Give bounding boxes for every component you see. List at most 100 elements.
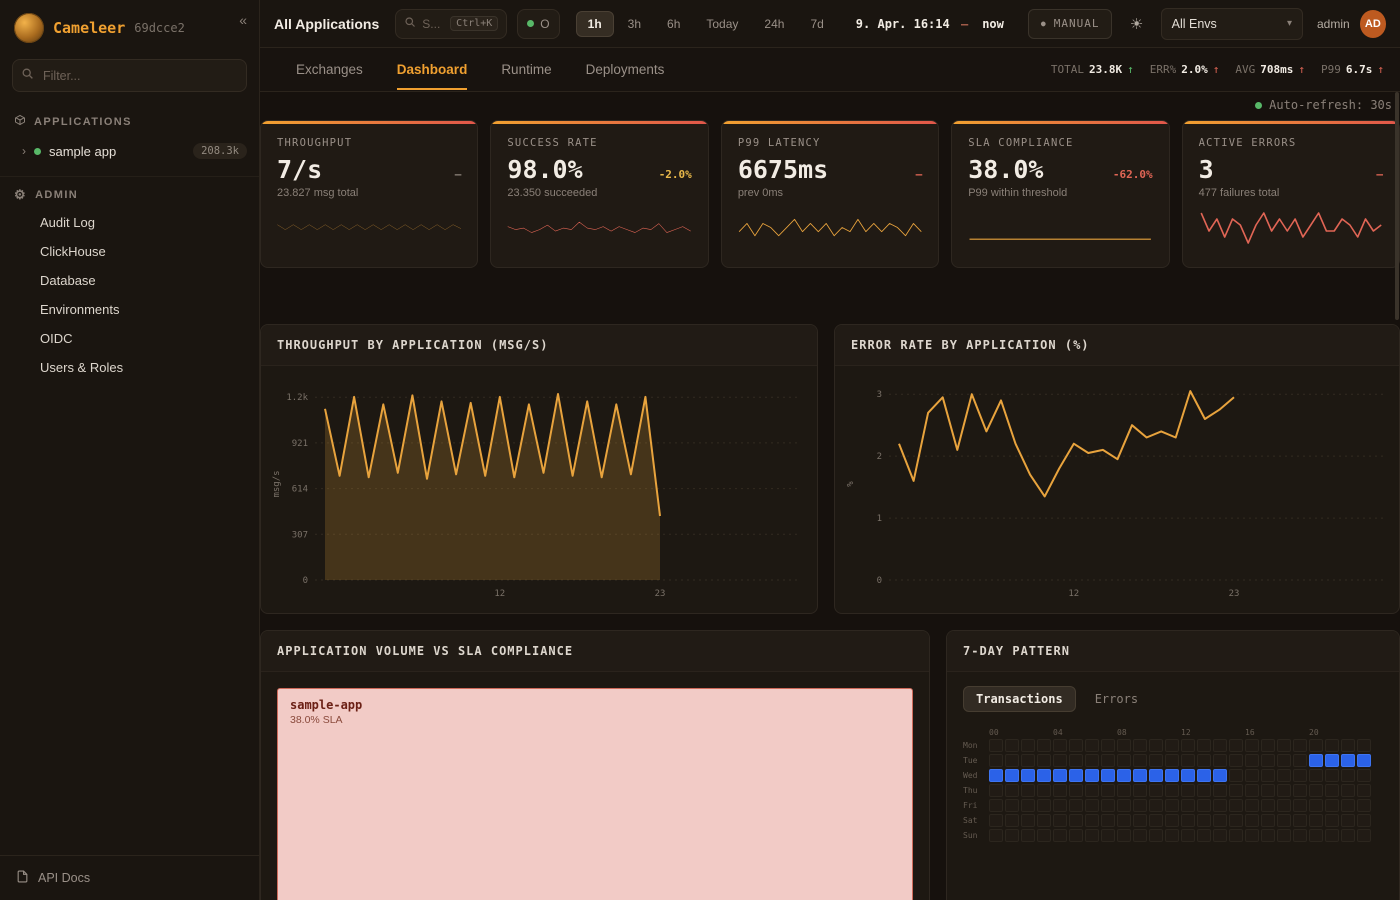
heatmap-cell[interactable] bbox=[1293, 769, 1307, 782]
heatmap-cell[interactable] bbox=[1165, 814, 1179, 827]
heatmap-cell[interactable] bbox=[1357, 754, 1371, 767]
heatmap-cell[interactable] bbox=[1357, 814, 1371, 827]
heatmap-cell[interactable] bbox=[1085, 784, 1099, 797]
heatmap-cell[interactable] bbox=[1021, 739, 1035, 752]
range-button-3h[interactable]: 3h bbox=[616, 11, 653, 37]
heatmap-cell[interactable] bbox=[1149, 799, 1163, 812]
range-button-today[interactable]: Today bbox=[694, 11, 750, 37]
heatmap-cell[interactable] bbox=[1117, 799, 1131, 812]
heatmap-cell[interactable] bbox=[1181, 814, 1195, 827]
heatmap-cell[interactable] bbox=[1005, 814, 1019, 827]
heatmap-cell[interactable] bbox=[1277, 754, 1291, 767]
heatmap-cell[interactable] bbox=[1069, 829, 1083, 842]
heatmap-cell[interactable] bbox=[1005, 769, 1019, 782]
environment-select[interactable]: All Envs ▾ bbox=[1160, 7, 1303, 40]
treemap-tile-sample-app[interactable]: sample-app 38.0% SLA bbox=[277, 688, 913, 900]
heatmap-cell[interactable] bbox=[1133, 829, 1147, 842]
refresh-mode-button[interactable]: ● MANUAL bbox=[1027, 8, 1113, 39]
heatmap-cell[interactable] bbox=[1325, 814, 1339, 827]
heatmap-cell[interactable] bbox=[1341, 754, 1355, 767]
heatmap-cell[interactable] bbox=[1149, 754, 1163, 767]
heatmap-cell[interactable] bbox=[1325, 769, 1339, 782]
heatmap-cell[interactable] bbox=[1245, 799, 1259, 812]
heatmap-cell[interactable] bbox=[1165, 799, 1179, 812]
heatmap-cell[interactable] bbox=[1261, 754, 1275, 767]
heatmap-cell[interactable] bbox=[1165, 784, 1179, 797]
heatmap-cell[interactable] bbox=[1053, 799, 1067, 812]
heatmap-cell[interactable] bbox=[1133, 799, 1147, 812]
status-chip[interactable]: O bbox=[517, 8, 560, 39]
heatmap-cell[interactable] bbox=[1293, 814, 1307, 827]
heatmap-cell[interactable] bbox=[1245, 814, 1259, 827]
heatmap-cell[interactable] bbox=[1309, 784, 1323, 797]
range-button-1h[interactable]: 1h bbox=[575, 10, 614, 37]
sidebar-item-users-roles[interactable]: Users & Roles bbox=[40, 360, 124, 375]
heatmap-cell[interactable] bbox=[1165, 739, 1179, 752]
heatmap-cell[interactable] bbox=[1181, 829, 1195, 842]
heatmap-cell[interactable] bbox=[1053, 739, 1067, 752]
heatmap-cell[interactable] bbox=[1053, 784, 1067, 797]
heatmap-cell[interactable] bbox=[1149, 784, 1163, 797]
heatmap-cell[interactable] bbox=[1325, 829, 1339, 842]
avatar[interactable]: AD bbox=[1359, 9, 1386, 38]
heatmap-cell[interactable] bbox=[1101, 829, 1115, 842]
heatmap-cell[interactable] bbox=[989, 814, 1003, 827]
heatmap-cell[interactable] bbox=[1037, 814, 1051, 827]
heatmap-cell[interactable] bbox=[1037, 799, 1051, 812]
sidebar-item-database[interactable]: Database bbox=[40, 273, 96, 288]
heatmap-cell[interactable] bbox=[1181, 754, 1195, 767]
heatmap-cell[interactable] bbox=[989, 799, 1003, 812]
heatmap-cell[interactable] bbox=[1117, 784, 1131, 797]
range-button-6h[interactable]: 6h bbox=[655, 11, 692, 37]
heatmap-cell[interactable] bbox=[1325, 784, 1339, 797]
heatmap-cell[interactable] bbox=[1021, 784, 1035, 797]
heatmap-cell[interactable] bbox=[1309, 739, 1323, 752]
sidebar-item-clickhouse[interactable]: ClickHouse bbox=[40, 244, 106, 259]
heatmap-cell[interactable] bbox=[1213, 799, 1227, 812]
heatmap-cell[interactable] bbox=[1085, 814, 1099, 827]
heatmap-cell[interactable] bbox=[1101, 784, 1115, 797]
heatmap-cell[interactable] bbox=[1229, 814, 1243, 827]
heatmap-cell[interactable] bbox=[1117, 814, 1131, 827]
heatmap-cell[interactable] bbox=[1133, 784, 1147, 797]
datetime-display[interactable]: 9. Apr. 16:14 — bbox=[856, 17, 972, 31]
theme-toggle-button[interactable]: ☀ bbox=[1122, 9, 1150, 39]
range-button-24h[interactable]: 24h bbox=[752, 11, 796, 37]
heatmap-cell[interactable] bbox=[1069, 754, 1083, 767]
heatmap-cell[interactable] bbox=[1341, 769, 1355, 782]
heatmap-cell[interactable] bbox=[1005, 829, 1019, 842]
heatmap-cell[interactable] bbox=[1037, 739, 1051, 752]
heatmap-cell[interactable] bbox=[1277, 784, 1291, 797]
heatmap-cell[interactable] bbox=[1229, 799, 1243, 812]
tab-dashboard[interactable]: Dashboard bbox=[396, 49, 468, 90]
heatmap-cell[interactable] bbox=[1005, 754, 1019, 767]
scrollbar[interactable] bbox=[1395, 92, 1399, 320]
heatmap-cell[interactable] bbox=[1197, 799, 1211, 812]
sidebar-item-audit-log[interactable]: Audit Log bbox=[40, 215, 95, 230]
heatmap-cell[interactable] bbox=[1341, 814, 1355, 827]
heatmap-cell[interactable] bbox=[1085, 739, 1099, 752]
heatmap-cell[interactable] bbox=[1245, 754, 1259, 767]
heatmap-cell[interactable] bbox=[1357, 769, 1371, 782]
heatmap-cell[interactable] bbox=[1117, 754, 1131, 767]
heatmap-cell[interactable] bbox=[1341, 784, 1355, 797]
sidebar-collapse-icon[interactable]: « bbox=[239, 12, 247, 28]
heatmap-cell[interactable] bbox=[1069, 739, 1083, 752]
heatmap-cell[interactable] bbox=[989, 784, 1003, 797]
heatmap-cell[interactable] bbox=[1181, 799, 1195, 812]
heatmap-cell[interactable] bbox=[1085, 829, 1099, 842]
heatmap-cell[interactable] bbox=[1261, 814, 1275, 827]
heatmap-cell[interactable] bbox=[1197, 814, 1211, 827]
heatmap-cell[interactable] bbox=[989, 739, 1003, 752]
heatmap-cell[interactable] bbox=[1261, 769, 1275, 782]
heatmap-cell[interactable] bbox=[1357, 799, 1371, 812]
heatmap-cell[interactable] bbox=[1053, 829, 1067, 842]
heatmap-cell[interactable] bbox=[1213, 754, 1227, 767]
sidebar-item-sample-app[interactable]: › sample app 208.3k bbox=[0, 136, 259, 166]
global-search-input[interactable]: S... Ctrl+K bbox=[395, 8, 508, 39]
sidebar-item-oidc[interactable]: OIDC bbox=[40, 331, 73, 346]
heatmap-cell[interactable] bbox=[1069, 799, 1083, 812]
heatmap-cell[interactable] bbox=[1293, 754, 1307, 767]
heatmap-cell[interactable] bbox=[1213, 784, 1227, 797]
heatmap-cell[interactable] bbox=[1069, 814, 1083, 827]
